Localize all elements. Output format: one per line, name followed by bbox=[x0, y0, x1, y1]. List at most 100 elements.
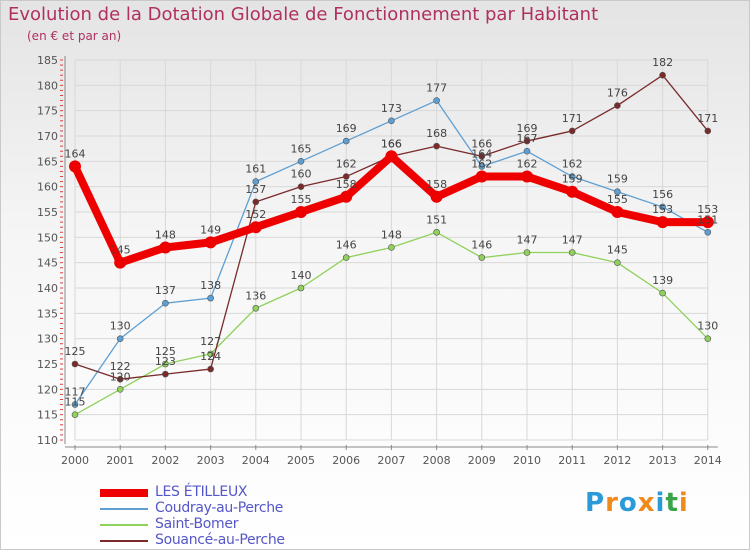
data-label: 120 bbox=[110, 370, 131, 383]
data-label: 146 bbox=[471, 239, 492, 252]
data-label: 147 bbox=[517, 234, 538, 247]
x-tick-label: 2000 bbox=[61, 454, 89, 467]
logo-letter: r bbox=[605, 488, 619, 518]
data-point-les-tilleux bbox=[69, 160, 81, 173]
data-label: 140 bbox=[291, 269, 312, 282]
logo-letter: i bbox=[678, 488, 689, 518]
data-point-les-tilleux bbox=[475, 170, 488, 183]
y-tick-label: 115 bbox=[37, 409, 58, 422]
x-tick-label: 2013 bbox=[649, 454, 677, 467]
data-label: 156 bbox=[652, 188, 673, 201]
data-label: 162 bbox=[517, 158, 538, 171]
x-tick-label: 2002 bbox=[151, 454, 179, 467]
logo-letter: P bbox=[585, 488, 606, 518]
data-label: 168 bbox=[426, 127, 447, 140]
data-label: 153 bbox=[652, 203, 673, 216]
data-label: 149 bbox=[200, 223, 221, 236]
data-point-souanc-au-perche bbox=[297, 183, 305, 190]
x-tick-label: 2005 bbox=[287, 454, 315, 467]
legend-label: Souancé-au-Perche bbox=[155, 532, 285, 548]
data-label: 122 bbox=[110, 360, 131, 373]
data-label: 173 bbox=[381, 102, 402, 115]
legend-label: Coudray-au-Perche bbox=[155, 500, 284, 516]
data-label: 166 bbox=[381, 137, 402, 150]
data-label: 164 bbox=[65, 147, 86, 160]
data-label: 166 bbox=[381, 137, 402, 150]
data-label: 177 bbox=[426, 82, 447, 95]
chart-subtitle: (en € et par an) bbox=[27, 29, 122, 43]
y-tick-label: 135 bbox=[37, 307, 58, 320]
data-point-souanc-au-perche bbox=[568, 127, 576, 135]
data-label: 171 bbox=[697, 112, 718, 125]
data-point-saint-bomer bbox=[162, 360, 169, 368]
data-point-souanc-au-perche bbox=[704, 127, 712, 135]
logo-letter: x bbox=[637, 488, 656, 518]
data-label: 151 bbox=[426, 213, 447, 226]
data-label: 153 bbox=[697, 203, 718, 216]
y-tick-label: 175 bbox=[37, 105, 58, 118]
data-label: 138 bbox=[200, 279, 221, 292]
data-label: 159 bbox=[562, 173, 583, 186]
y-tick-label: 125 bbox=[37, 358, 58, 371]
data-point-coudray-au-perche bbox=[71, 401, 79, 408]
data-label: 162 bbox=[471, 158, 492, 171]
data-label: 148 bbox=[155, 228, 176, 241]
data-point-coudray-au-perche bbox=[478, 163, 486, 170]
data-label: 139 bbox=[652, 274, 673, 287]
data-point-les-tilleux bbox=[611, 206, 624, 218]
legend: LES ÉTILLEUX Coudray-au-Perche Saint-Bom… bbox=[100, 484, 350, 549]
data-point-souanc-au-perche bbox=[478, 152, 486, 160]
x-tick-label: 2009 bbox=[468, 454, 496, 467]
data-label: 155 bbox=[607, 193, 628, 206]
data-point-les-tilleux bbox=[204, 236, 217, 249]
x-tick-label: 2008 bbox=[423, 454, 451, 467]
data-label: 182 bbox=[652, 56, 673, 69]
data-point-souanc-au-perche bbox=[116, 375, 124, 383]
y-tick-label: 165 bbox=[37, 155, 58, 168]
legend-item-les-etilleux: LES ÉTILLEUX bbox=[100, 484, 350, 501]
x-tick-label: 2012 bbox=[603, 454, 631, 467]
data-label: 130 bbox=[110, 320, 131, 333]
data-label: 145 bbox=[110, 244, 131, 257]
data-label: 117 bbox=[65, 386, 86, 399]
data-label: 124 bbox=[200, 350, 221, 363]
data-point-les-tilleux bbox=[114, 256, 127, 269]
data-point-souanc-au-perche bbox=[207, 365, 214, 373]
data-label: 146 bbox=[336, 239, 357, 252]
data-point-coudray-au-perche bbox=[433, 97, 440, 104]
y-tick-label: 145 bbox=[37, 257, 58, 270]
data-point-coudray-au-perche bbox=[162, 299, 169, 307]
data-label: 151 bbox=[697, 213, 718, 226]
data-label: 162 bbox=[562, 158, 583, 171]
data-label: 162 bbox=[336, 158, 357, 171]
data-label: 147 bbox=[562, 234, 583, 247]
data-point-saint-bomer bbox=[704, 335, 712, 342]
y-tick-label: 180 bbox=[37, 79, 58, 92]
data-point-souanc-au-perche bbox=[659, 71, 666, 79]
data-label: 158 bbox=[426, 178, 447, 191]
data-point-coudray-au-perche bbox=[568, 173, 576, 180]
data-point-les-tilleux bbox=[430, 190, 443, 203]
data-point-saint-bomer bbox=[478, 254, 486, 261]
data-point-les-tilleux bbox=[656, 216, 669, 229]
y-tick-label: 110 bbox=[37, 434, 58, 447]
x-tick-label: 2007 bbox=[377, 454, 405, 467]
data-label: 164 bbox=[471, 147, 492, 160]
y-tick-label: 185 bbox=[37, 54, 58, 67]
data-point-saint-bomer bbox=[614, 259, 621, 266]
line-chart: 110 115 120 125 130 135 140 145 150 155 160 165 170 1… bbox=[37, 54, 722, 467]
data-label: 167 bbox=[517, 132, 538, 145]
logo-letter: t bbox=[665, 488, 679, 518]
data-label: 136 bbox=[245, 289, 266, 302]
data-label: 166 bbox=[471, 137, 492, 150]
data-point-saint-bomer bbox=[568, 249, 576, 256]
logo-letter: i bbox=[655, 488, 666, 518]
data-label: 130 bbox=[697, 320, 718, 333]
data-label: 155 bbox=[291, 193, 312, 206]
data-label: 127 bbox=[200, 335, 221, 348]
data-label: 148 bbox=[381, 228, 402, 241]
data-point-saint-bomer bbox=[252, 304, 260, 312]
data-point-souanc-au-perche bbox=[523, 137, 531, 145]
y-tick-label: 160 bbox=[37, 181, 58, 194]
